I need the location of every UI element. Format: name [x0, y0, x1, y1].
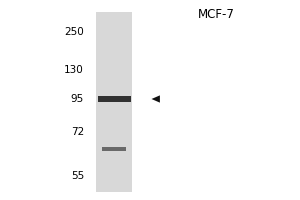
Text: 55: 55 — [71, 171, 84, 181]
Text: MCF-7: MCF-7 — [198, 7, 234, 21]
Text: 130: 130 — [64, 65, 84, 75]
Bar — [96, 12, 132, 192]
Text: 250: 250 — [64, 27, 84, 37]
Bar — [102, 147, 126, 151]
Text: 95: 95 — [71, 94, 84, 104]
Polygon shape — [152, 95, 160, 103]
Bar — [98, 96, 130, 102]
Text: 72: 72 — [71, 127, 84, 137]
